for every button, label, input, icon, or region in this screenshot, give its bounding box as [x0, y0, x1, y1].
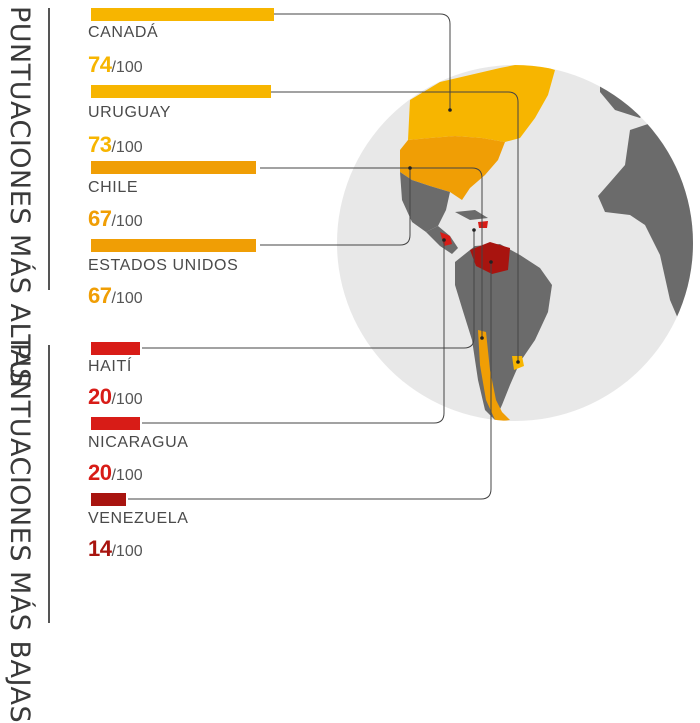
- score-max: /100: [111, 213, 143, 230]
- leader-line-canada: [273, 13, 451, 110]
- score-bar: [91, 8, 274, 21]
- section-rule-highest: [48, 8, 50, 290]
- score-bar: [91, 239, 256, 252]
- leader-lines: [128, 13, 519, 500]
- leader-dot-haiti: [472, 228, 476, 232]
- section-rule-lowest: [48, 345, 50, 623]
- score-value: 74: [88, 52, 112, 77]
- leader-line-venezuela: [128, 262, 492, 500]
- score-bar: [91, 161, 256, 174]
- land-mexico: [400, 172, 450, 232]
- leader-dot-usa: [408, 166, 412, 170]
- land-chile: [478, 330, 510, 421]
- land-caribbean: [455, 210, 488, 220]
- score-value: 20: [88, 460, 112, 485]
- land-south-america: [455, 244, 552, 420]
- score-max: /100: [111, 59, 143, 76]
- leader-dot-canada: [448, 108, 452, 112]
- score-bar: [91, 342, 140, 355]
- country-name: URUGUAY: [88, 104, 172, 121]
- score-max: /100: [111, 391, 143, 408]
- land-venezuela: [470, 242, 510, 274]
- country-name: HAITÍ: [88, 358, 132, 375]
- leader-dots: [408, 108, 520, 364]
- country-score: 20/100: [88, 460, 143, 486]
- land-central-america: [426, 226, 458, 254]
- leader-dot-chile: [480, 336, 484, 340]
- leader-line-usa: [260, 168, 411, 246]
- leader-line-chile: [260, 167, 483, 338]
- country-score: 67/100: [88, 206, 143, 232]
- section-label-highest: PUNTUACIONES MÁS ALTAS: [4, 6, 35, 386]
- score-value: 73: [88, 132, 112, 157]
- leader-line-haiti: [142, 230, 475, 349]
- leader-line-nicaragua: [142, 240, 445, 424]
- country-name: CANADÁ: [88, 24, 159, 41]
- leader-dot-uruguay: [516, 360, 520, 364]
- score-max: /100: [111, 139, 143, 156]
- country-score: 67/100: [88, 283, 143, 309]
- leader-dot-nicaragua: [442, 238, 446, 242]
- land-nicaragua: [440, 232, 452, 246]
- globe-map: [128, 13, 693, 500]
- land-europe-africa: [598, 120, 693, 340]
- score-value: 67: [88, 283, 112, 308]
- leader-dot-venezuela: [489, 260, 493, 264]
- score-max: /100: [111, 290, 143, 307]
- country-name: ESTADOS UNIDOS: [88, 257, 239, 274]
- score-max: /100: [111, 467, 143, 484]
- score-bar: [91, 417, 140, 430]
- score-bar: [91, 493, 126, 506]
- score-max: /100: [111, 543, 143, 560]
- country-name: VENEZUELA: [88, 510, 189, 527]
- leader-line-uruguay: [270, 91, 519, 362]
- land-haiti: [478, 221, 488, 228]
- score-value: 67: [88, 206, 112, 231]
- section-label-lowest: PUNTUACIONES MÁS BAJAS: [4, 343, 35, 723]
- country-score: 14/100: [88, 536, 143, 562]
- country-score: 73/100: [88, 132, 143, 158]
- country-score: 74/100: [88, 52, 143, 78]
- country-name: NICARAGUA: [88, 434, 189, 451]
- country-score: 20/100: [88, 384, 143, 410]
- country-name: CHILE: [88, 179, 139, 196]
- score-value: 20: [88, 384, 112, 409]
- score-bar: [91, 85, 271, 98]
- score-value: 14: [88, 536, 112, 561]
